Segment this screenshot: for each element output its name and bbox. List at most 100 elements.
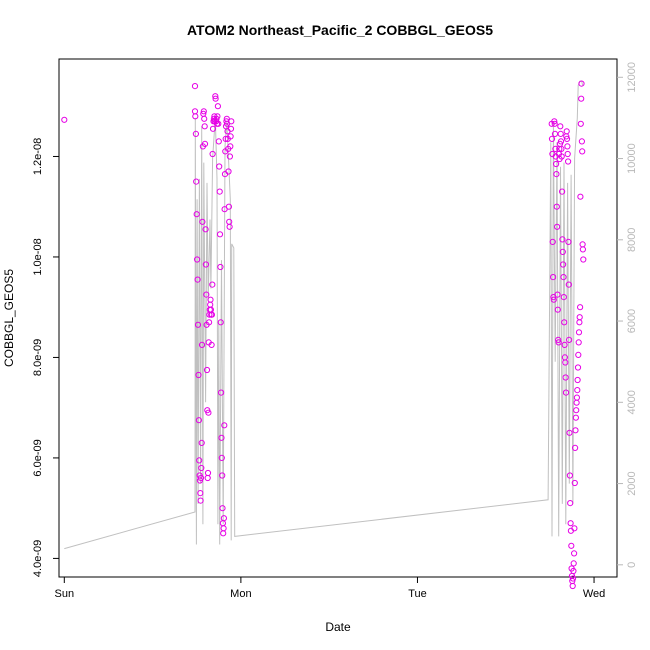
data-point [570,567,577,575]
data-point [219,505,226,512]
data-point [580,256,587,263]
data-point [574,364,582,371]
data-point [200,108,207,115]
data-point [550,274,557,281]
data-point [559,188,566,195]
data-point [218,434,225,441]
data-point [218,454,225,461]
data-point [561,341,568,348]
data-point [203,291,210,298]
data-point [579,246,587,253]
data-point [560,261,567,268]
data-point [198,439,205,446]
data-point [215,138,222,145]
data-point [208,311,215,318]
data-point [554,306,561,313]
data-point [203,366,211,374]
data-point [216,231,224,238]
data-point [567,520,574,527]
data-point [217,319,224,326]
data-point [571,479,578,487]
data-point [557,130,564,137]
data-point [577,120,584,127]
data-point [551,120,558,127]
data-point [226,223,233,230]
data-point [562,389,570,396]
data-point [192,130,199,137]
y2-tick-label: 6000 [626,309,638,333]
data-point [204,469,212,477]
data-point [216,163,223,170]
y-tick-label: 1.2e-08 [32,138,44,175]
data-point [579,148,586,155]
data-point [563,135,571,142]
data-point [209,150,216,158]
data-point [225,203,232,210]
data-point [562,359,569,366]
data-point [559,236,566,243]
data-point [565,158,572,165]
data-point [227,133,234,140]
data-point [549,238,556,245]
data-point [221,422,228,429]
x-axis: Sun Mon Tue Wed [55,577,605,600]
data-point [565,281,572,288]
data-point [216,188,223,195]
x-axis-label: Date [325,620,351,634]
data-point [227,143,234,150]
line-series [64,80,584,550]
data-point [201,140,209,147]
data-point [553,171,560,178]
data-point [572,414,580,421]
data-point [573,399,580,406]
data-point [552,145,559,152]
data-point [575,339,582,346]
data-point [205,409,212,416]
data-point [572,427,579,434]
data-point [204,474,211,482]
data-point [192,113,199,120]
data-point [554,291,561,298]
data-point [565,238,572,245]
data-point [564,143,571,150]
data-point [217,263,224,271]
data-point [212,95,219,102]
data-point [220,515,227,522]
data-point [554,223,561,230]
data-point [559,248,566,255]
y2-axis: 0 2000 4000 6000 8000 10000 12000 [617,62,638,568]
scatter-series [61,80,587,590]
data-point [212,93,219,100]
data-point [577,193,584,200]
data-point [578,138,586,145]
data-point [202,261,209,268]
data-point [193,178,200,185]
data-point [220,525,227,532]
data-point [578,80,585,87]
data-point [191,83,199,90]
x-tick-label: Tue [408,588,427,600]
data-point [563,128,570,135]
data-point [219,472,226,479]
line-path [64,80,584,550]
data-point [226,153,233,160]
data-point [220,530,227,537]
data-point [195,417,202,424]
y-axis-label: COBBGL_GEOS5 [2,269,16,367]
data-point [555,339,562,346]
data-point [562,374,569,381]
data-point [561,319,568,326]
data-point [196,457,203,464]
data-point [209,281,216,288]
data-point [579,241,586,248]
data-point [553,160,560,168]
y2-tick-label: 2000 [626,471,638,495]
data-point [548,135,556,142]
data-point [572,444,579,451]
data-point [227,125,235,132]
data-point [576,314,583,321]
data-point [214,103,221,110]
data-point [553,203,560,210]
data-point [555,336,562,343]
